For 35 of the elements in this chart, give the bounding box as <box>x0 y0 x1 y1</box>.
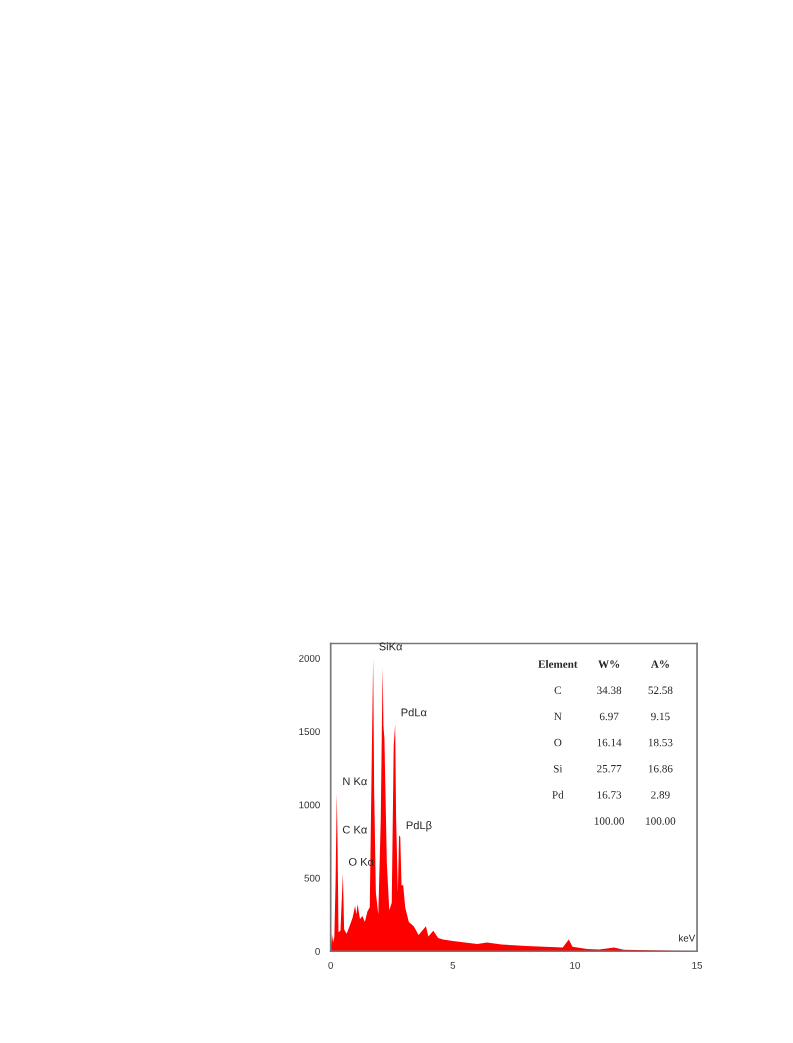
x-tick-label: 15 <box>692 961 703 969</box>
annotation: 34.38 <box>597 686 622 695</box>
annotation: PdLβ <box>406 821 432 832</box>
y-tick-label: 1500 <box>299 728 320 736</box>
annotation: SiKα <box>379 642 403 651</box>
y-tick-label: 2000 <box>299 654 320 662</box>
annotation: Pd <box>552 790 564 799</box>
annotation: N <box>554 712 562 721</box>
annotation: 6.97 <box>599 712 619 721</box>
y-tick-label: 0 <box>315 947 320 955</box>
annotation: 18.53 <box>648 738 673 747</box>
annotation: 25.77 <box>597 765 622 773</box>
y-tick-label: 500 <box>304 874 320 882</box>
x-tick-label: 5 <box>450 961 456 969</box>
annotation: 2.89 <box>651 791 670 799</box>
annotation: 9.15 <box>651 712 670 721</box>
x-tick-label: 0 <box>328 961 333 969</box>
annotation: 16.14 <box>597 738 622 747</box>
annotation: 100.00 <box>594 817 624 825</box>
annotation: PdLα <box>401 708 427 717</box>
x-tick-label: 10 <box>570 961 580 969</box>
annotation: N Kα <box>343 777 367 786</box>
annotation: 52.58 <box>648 686 673 695</box>
annotation: Element <box>538 660 578 668</box>
annotation: 16.86 <box>648 764 673 773</box>
annotation: C <box>554 686 561 694</box>
annotation: 100.00 <box>646 817 676 825</box>
x-axis-title: keV <box>679 934 696 942</box>
annotation: C Kα <box>342 825 367 834</box>
annotation: A% <box>650 660 669 668</box>
y-tick-label: 1000 <box>299 801 320 809</box>
annotation: Si <box>553 765 563 773</box>
annotation: 16.73 <box>597 791 622 799</box>
annotation: W% <box>598 660 620 668</box>
annotation: O <box>554 738 562 747</box>
